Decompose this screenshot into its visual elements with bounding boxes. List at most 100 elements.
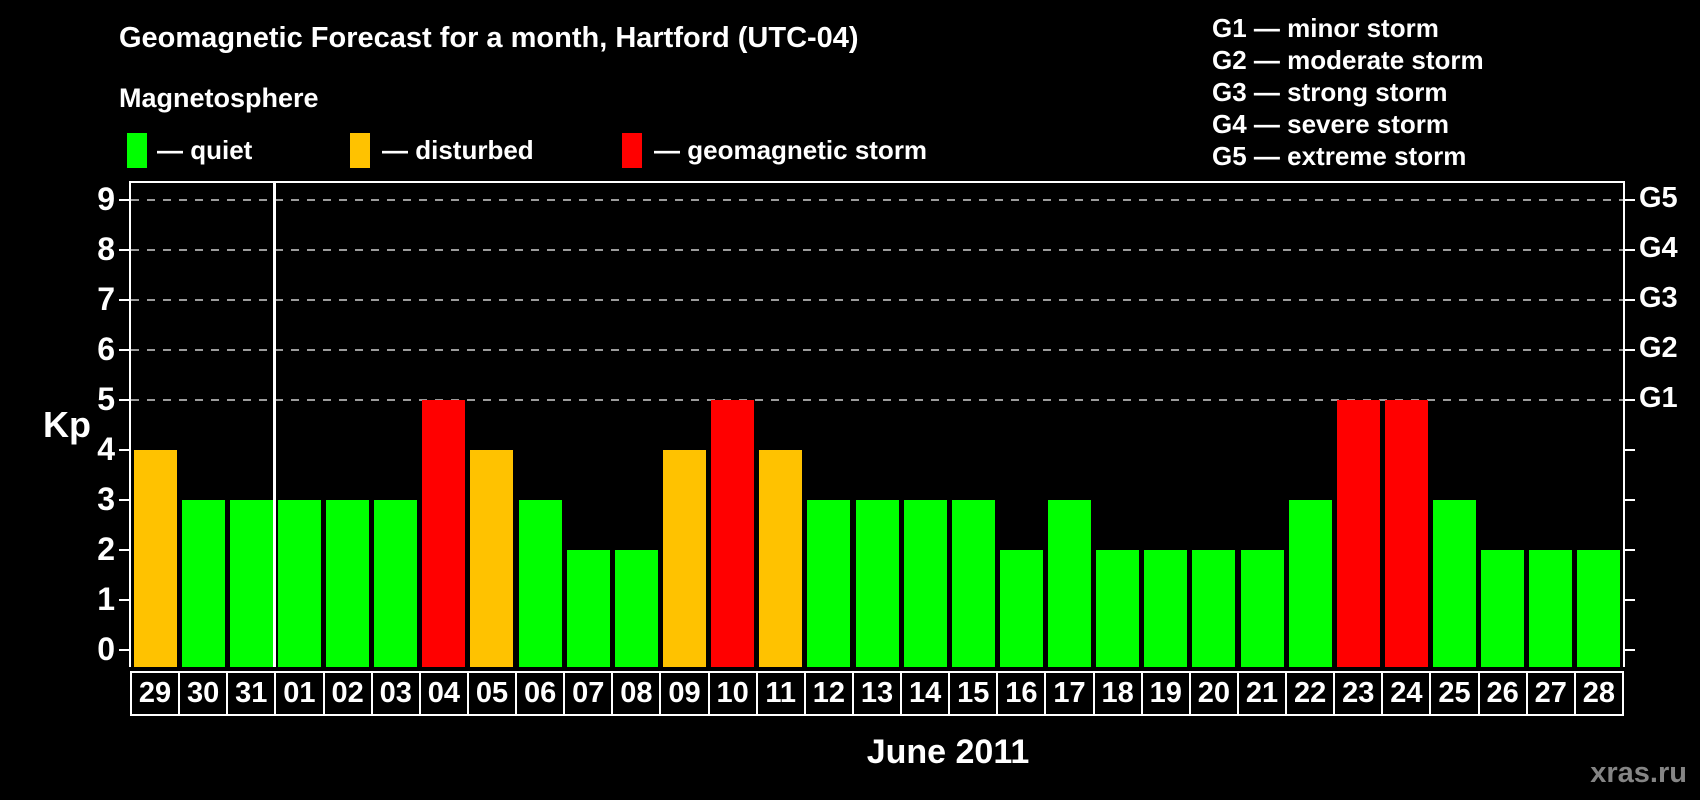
kp-bar-12 [807, 500, 851, 667]
y-axis-tick-right [1623, 199, 1635, 201]
kp-bar-20 [1192, 550, 1236, 667]
kp-bar-28 [1577, 550, 1621, 667]
kp-bar-23 [1336, 400, 1380, 667]
date-label-15: 15 [948, 671, 999, 716]
g-scale-line: G3 — strong storm [1212, 77, 1448, 107]
kp-bar-10 [711, 400, 755, 667]
date-label-11: 11 [755, 671, 806, 716]
y-tick-label: 2 [97, 531, 115, 567]
y-axis-tick-right [1623, 349, 1635, 351]
watermark: xras.ru [1590, 757, 1687, 789]
plot-area-border [129, 181, 1625, 667]
y-axis-tick-right [1623, 549, 1635, 551]
date-label-13: 13 [851, 671, 903, 716]
g-scale-legend: G1 — minor storm G2 — moderate storm G3 — … [1212, 12, 1484, 172]
y-axis-tick-left [119, 299, 131, 301]
kp-bar-14 [903, 500, 947, 667]
x-axis-label: June 2011 [866, 733, 1030, 771]
date-label-22: 22 [1285, 671, 1336, 716]
date-label-04: 04 [418, 671, 469, 716]
date-label-21: 21 [1236, 671, 1288, 716]
date-label-27: 27 [1525, 671, 1576, 716]
y-axis-tick-left [119, 599, 131, 601]
gridline-kp-9 [131, 199, 1623, 201]
gridline-kp-7 [131, 299, 1623, 301]
date-label-10: 10 [707, 671, 758, 716]
kp-bar-27 [1529, 550, 1573, 667]
date-label-20: 20 [1188, 671, 1239, 716]
kp-bar-07 [566, 550, 610, 667]
kp-bar-22 [1288, 500, 1332, 667]
kp-bar-03 [374, 500, 418, 667]
g-scale-line: G4 — severe storm [1212, 109, 1450, 139]
date-label-02: 02 [322, 671, 373, 716]
kp-bar-29 [133, 450, 177, 667]
kp-bar-26 [1481, 550, 1525, 667]
date-label-05: 05 [466, 671, 518, 716]
chart-title: Geomagnetic Forecast for a month, Hartfo… [119, 22, 859, 54]
y-axis-tick-left [119, 499, 131, 501]
storm-legend-label: — geomagnetic storm [654, 135, 928, 165]
date-label-03: 03 [370, 671, 421, 716]
g-scale-line: G2 — moderate storm [1212, 45, 1484, 75]
y-axis-label: Kp [43, 404, 91, 445]
kp-bar-25 [1433, 500, 1477, 667]
month-separator-line [273, 183, 277, 667]
kp-bar-01 [277, 500, 321, 667]
kp-bar-05 [470, 450, 514, 667]
y-axis-tick-left [119, 349, 131, 351]
y-axis-tick-right [1623, 399, 1635, 401]
y-axis-tick-right [1623, 449, 1635, 451]
quiet-color-swatch [127, 133, 147, 168]
magnetosphere-subtitle: Magnetosphere [119, 83, 319, 113]
date-label-31: 31 [226, 671, 277, 716]
kp-bar-11 [759, 450, 803, 667]
kp-bar-08 [614, 550, 658, 667]
date-label-17: 17 [1044, 671, 1095, 716]
right-axis-label-g4: G4 [1639, 232, 1678, 264]
date-label-09: 09 [659, 671, 710, 716]
date-label-19: 19 [1140, 671, 1191, 716]
y-tick-label: 7 [97, 281, 115, 317]
kp-bar-24 [1384, 400, 1428, 667]
y-axis-tick-left [119, 199, 131, 201]
kp-bar-09 [662, 450, 706, 667]
kp-bar-17 [1048, 500, 1092, 667]
y-axis-tick-left [119, 649, 131, 651]
date-label-07: 07 [563, 671, 614, 716]
date-label-23: 23 [1333, 671, 1384, 716]
gridline-kp-8 [131, 249, 1623, 251]
date-label-12: 12 [803, 671, 854, 716]
gridline-kp-6 [131, 349, 1623, 351]
y-tick-label: 6 [97, 331, 115, 367]
y-tick-label: 9 [97, 181, 115, 217]
date-label-26: 26 [1477, 671, 1528, 716]
kp-bar-19 [1144, 550, 1188, 667]
date-label-01: 01 [274, 671, 325, 716]
disturbed-legend-label: — disturbed [382, 135, 534, 165]
y-axis-tick-right [1623, 299, 1635, 301]
y-axis-tick-right [1623, 649, 1635, 651]
y-axis-tick-left [119, 399, 131, 401]
date-label-25: 25 [1429, 671, 1480, 716]
kp-bar-21 [1240, 550, 1284, 667]
storm-color-swatch [622, 133, 642, 168]
quiet-legend-label: — quiet [157, 135, 253, 165]
y-axis-tick-left [119, 449, 131, 451]
kp-bar-13 [855, 500, 899, 667]
y-axis-tick-left [119, 549, 131, 551]
right-axis-label-g1: G1 [1639, 382, 1678, 414]
y-tick-label: 5 [97, 381, 115, 417]
date-label-18: 18 [1092, 671, 1143, 716]
right-axis-label-g5: G5 [1639, 182, 1678, 214]
date-label-08: 08 [611, 671, 662, 716]
y-tick-label: 3 [97, 481, 115, 517]
y-tick-label: 8 [97, 231, 115, 267]
y-axis-tick-right [1623, 499, 1635, 501]
right-axis-label-g3: G3 [1639, 282, 1678, 314]
y-tick-label: 1 [97, 581, 115, 617]
date-label-06: 06 [515, 671, 566, 716]
y-axis-tick-right [1623, 249, 1635, 251]
gridline-kp-5 [131, 399, 1623, 401]
